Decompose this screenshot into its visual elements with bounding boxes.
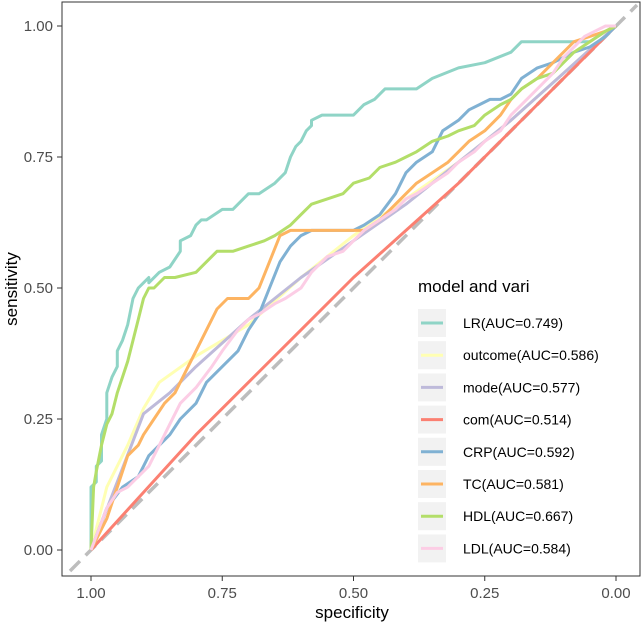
y-tick-label: 0.25 xyxy=(24,411,53,428)
legend-items: LR(AUC=0.749) outcome(AUC=0.586) mode(AUC=… xyxy=(418,309,599,563)
legend-item: LR(AUC=0.749) xyxy=(418,309,563,337)
y-tick-label: 1.00 xyxy=(24,18,53,35)
legend-label: outcome(AUC=0.586) xyxy=(463,347,599,363)
y-axis-title: sensitivity xyxy=(2,252,21,326)
legend-label: HDL(AUC=0.667) xyxy=(463,508,573,524)
series-line-com xyxy=(89,24,618,552)
x-axis-title: specificity xyxy=(315,603,389,622)
series-line-hdl xyxy=(89,24,617,551)
x-tick-label: 1.00 xyxy=(76,585,105,602)
legend-item: TC(AUC=0.581) xyxy=(418,470,564,498)
y-tick-label: 0.50 xyxy=(24,280,53,297)
legend-box xyxy=(412,300,632,566)
legend-title: model and vari xyxy=(418,277,530,296)
legend-label: CRP(AUC=0.592) xyxy=(463,444,575,460)
legend-label: LR(AUC=0.749) xyxy=(463,315,563,331)
x-tick-label: 0.25 xyxy=(470,585,499,602)
legend-label: com(AUC=0.514) xyxy=(463,412,572,428)
series-line-ldl xyxy=(89,24,616,551)
legend-item: HDL(AUC=0.667) xyxy=(418,502,573,531)
legend-label: mode(AUC=0.577) xyxy=(463,379,580,395)
legend-item: com(AUC=0.514) xyxy=(418,405,572,434)
legend-item: LDL(AUC=0.584) xyxy=(418,534,571,563)
x-tick-label: 0.00 xyxy=(601,585,630,602)
legend-item: CRP(AUC=0.592) xyxy=(418,437,575,466)
y-axis: 0.00 0.25 0.50 0.75 1.00 xyxy=(24,18,62,559)
series-line-lr xyxy=(89,24,617,550)
legend-label: LDL(AUC=0.584) xyxy=(463,540,571,556)
x-tick-label: 0.75 xyxy=(208,585,237,602)
y-tick-label: 0.75 xyxy=(24,149,53,166)
legend-label: TC(AUC=0.581) xyxy=(463,476,564,492)
legend: model and vari LR(AUC=0.749) outcome(AUC=… xyxy=(412,277,632,566)
y-tick-label: 0.00 xyxy=(24,542,53,559)
series-line-mode xyxy=(89,24,618,551)
legend-item: mode(AUC=0.577) xyxy=(418,373,580,402)
x-tick-label: 0.50 xyxy=(339,585,368,602)
series-layer xyxy=(89,24,618,552)
x-axis: 1.00 0.75 0.50 0.25 0.00 xyxy=(76,576,631,602)
legend-item: outcome(AUC=0.586) xyxy=(418,341,599,370)
